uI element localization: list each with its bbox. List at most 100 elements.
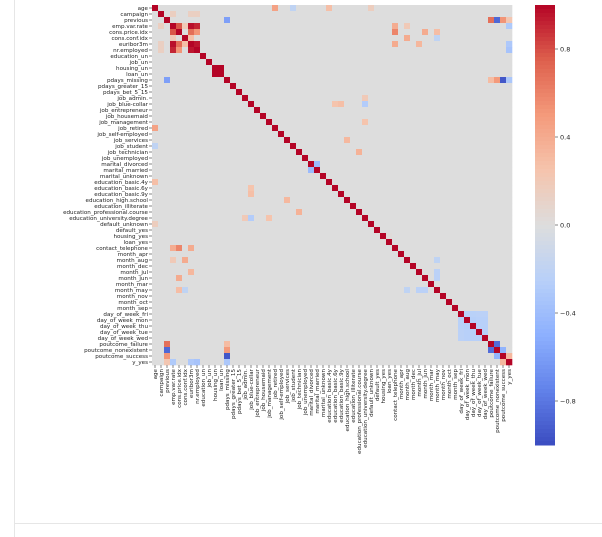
heatmap-cell-loan_un__poutcome_nonexistent: [494, 71, 501, 78]
heatmap-cell-month_jun__day_of_week_mon: [464, 275, 471, 282]
heatmap-cell-previous__job_services: [284, 17, 291, 24]
heatmap-cell-month_mar__education_basic.9y: [338, 281, 345, 288]
heatmap-cell-y_yes__month_dec: [410, 359, 417, 366]
heatmap-cell-month_dec__housing_yes: [380, 263, 387, 270]
heatmap-cell-job_housemaid__euribor3m: [188, 113, 195, 120]
heatmap-cell-education_basic.4y__poutcome_nonexistent: [494, 179, 501, 186]
heatmap-cell-education_high.school__default_yes: [374, 197, 381, 204]
heatmap-cell-job_un__housing_yes: [380, 59, 387, 66]
heatmap-cell-education_university.degree__month_mar: [428, 215, 435, 222]
heatmap-cell-housing_yes__month_apr: [398, 233, 405, 240]
heatmap-cell-job_services__month_jun: [422, 137, 429, 144]
heatmap-cell-marital_married__cons.price.idx: [176, 167, 183, 174]
heatmap-cell-loan_yes__previous: [164, 239, 171, 246]
heatmap-cell-cons.price.idx__pdays_greater_15: [230, 29, 237, 36]
heatmap-cell-campaign__job_management: [266, 11, 273, 18]
heatmap-cell-nr.employed__education_un: [200, 47, 207, 54]
heatmap-cell-pdays_missing__month_aug: [404, 77, 411, 84]
heatmap-cell-education_university.degree__pdays_greater_15: [230, 215, 237, 222]
heatmap-cell-month_sep__loan_yes: [386, 305, 393, 312]
heatmap-cell-month_apr__age: [152, 251, 159, 258]
y-tick-label-contact_telephone: contact_telephone: [96, 246, 148, 252]
heatmap-cell-loan_un__job_retired: [272, 71, 279, 78]
heatmap-cell-campaign__job_blue-collar: [248, 11, 255, 18]
heatmap-cell-month_oct__poutcome_nonexistent: [494, 299, 501, 306]
heatmap-cell-day_of_week_tue__month_jul: [416, 329, 423, 336]
heatmap-cell-housing_yes__education_professional.course: [356, 233, 363, 240]
heatmap-cell-loan_un__campaign: [158, 71, 165, 78]
heatmap-cell-default_unknown__month_oct: [446, 221, 453, 228]
heatmap-cell-education_basic.6y__job_services: [284, 185, 291, 192]
heatmap-cell-month_nov__housing_un: [212, 293, 219, 300]
heatmap-cell-nr.employed__month_mar: [428, 47, 435, 54]
heatmap-cell-contact_telephone__month_jul: [416, 245, 423, 252]
heatmap-cell-y_yes__nr.employed: [194, 359, 201, 366]
heatmap-cell-emp.var.rate__housing_yes: [380, 23, 387, 30]
heatmap-cell-marital_divorced__job_technician: [296, 161, 303, 168]
heatmap-cell-job_housemaid__day_of_week_mon: [464, 113, 471, 120]
heatmap-cell-month_mar__campaign: [158, 281, 165, 288]
heatmap-cell-marital_divorced__job_student: [290, 161, 297, 168]
heatmap-cell-default_yes__day_of_week_fri: [458, 227, 465, 234]
heatmap-cell-month_jul__day_of_week_mon: [464, 269, 471, 276]
heatmap-cell-campaign__housing_un: [212, 11, 219, 18]
heatmap-cell-education_basic.6y__contact_telephone: [392, 185, 399, 192]
heatmap-cell-housing_yes__month_dec: [410, 233, 417, 240]
heatmap-cell-month_aug__job_housemaid: [260, 257, 267, 264]
heatmap-cell-month_oct__month_aug: [404, 299, 411, 306]
heatmap-cell-month_apr__job_unemployed: [302, 251, 309, 258]
heatmap-cell-job_management__marital_married: [314, 119, 321, 126]
heatmap-cell-housing_un__month_apr: [398, 65, 405, 72]
heatmap-cell-default_yes__job_entrepreneur: [254, 227, 261, 234]
heatmap-cell-marital_divorced__education_un: [200, 161, 207, 168]
heatmap-cell-education_basic.6y__education_un: [200, 185, 207, 192]
heatmap-cell-job_student__contact_telephone: [392, 143, 399, 150]
heatmap-cell-education_high.school__job_blue-collar: [248, 197, 255, 204]
heatmap-cell-month_aug__job_technician: [296, 257, 303, 264]
heatmap-cell-marital_married__job_entrepreneur: [254, 167, 261, 174]
heatmap-cell-job_housemaid__loan_yes: [386, 113, 393, 120]
heatmap-cell-month_mar__previous: [164, 281, 171, 288]
heatmap-cell-month_aug__education_illiterate: [350, 257, 357, 264]
heatmap-cell-month_may__euribor3m: [188, 287, 195, 294]
heatmap-cell-cons.conf.idx__job_retired: [272, 35, 279, 42]
heatmap-cell-housing_yes__loan_un: [218, 233, 225, 240]
heatmap-cell-job_housemaid__job_retired: [272, 113, 279, 120]
heatmap-cell-pdays_greater_15__nr.employed: [194, 83, 201, 90]
heatmap-cell-month_dec__age: [152, 263, 159, 270]
heatmap-cell-pdays_greater_15__contact_telephone: [392, 83, 399, 90]
heatmap-cell-euribor3m__month_jul: [416, 41, 423, 48]
heatmap-cell-month_mar__marital_divorced: [308, 281, 315, 288]
heatmap-cell-education_university.degree__euribor3m: [188, 215, 195, 222]
heatmap-cell-job_un__education_high.school: [344, 59, 351, 66]
heatmap-cell-loan_yes__loan_yes: [386, 239, 393, 246]
heatmap-cell-job_housemaid__month_dec: [410, 113, 417, 120]
heatmap-cell-education_basic.9y__poutcome_nonexistent: [494, 191, 501, 198]
heatmap-cell-month_mar__month_jul: [416, 281, 423, 288]
heatmap-cell-day_of_week_tue__month_nov: [440, 329, 447, 336]
heatmap-cell-marital_unknown__job_housemaid: [260, 173, 267, 180]
heatmap-cell-loan_un__cons.price.idx: [176, 71, 183, 78]
heatmap-cell-education_university.degree__day_of_week_fri: [458, 215, 465, 222]
heatmap-cell-default_unknown__marital_unknown: [320, 221, 327, 228]
heatmap-cell-marital_married__campaign: [158, 167, 165, 174]
heatmap-cell-housing_un__day_of_week_fri: [458, 65, 465, 72]
heatmap-cell-emp.var.rate__month_oct: [446, 23, 453, 30]
heatmap-cell-education_university.degree__month_jul: [416, 215, 423, 222]
heatmap-cell-month_sep__nr.employed: [194, 305, 201, 312]
heatmap-cell-nr.employed__pdays_missing: [224, 47, 231, 54]
heatmap-cell-month_apr__day_of_week_tue: [476, 251, 483, 258]
heatmap-cell-day_of_week_thu__default_unknown: [368, 323, 375, 330]
heatmap-cell-default_unknown__job_retired: [272, 221, 279, 228]
heatmap-cell-month_oct__age: [152, 299, 159, 306]
heatmap-cell-day_of_week_tue__education_basic.9y: [338, 329, 345, 336]
heatmap-cell-job_management__month_may: [434, 119, 441, 126]
heatmap-cell-contact_telephone__day_of_week_thu: [470, 245, 477, 252]
heatmap-cell-job_un__job_student: [290, 59, 297, 66]
heatmap-cell-job_services__education_basic.4y: [326, 137, 333, 144]
heatmap-cell-education_illiterate__cons.conf.idx: [182, 203, 189, 210]
heatmap-cell-poutcome_failure__day_of_week_fri: [458, 341, 465, 348]
heatmap-cell-education_un__cons.conf.idx: [182, 53, 189, 60]
heatmap-cell-age__poutcome_success: [500, 5, 507, 12]
heatmap-cell-job_student__job_student: [290, 143, 297, 150]
